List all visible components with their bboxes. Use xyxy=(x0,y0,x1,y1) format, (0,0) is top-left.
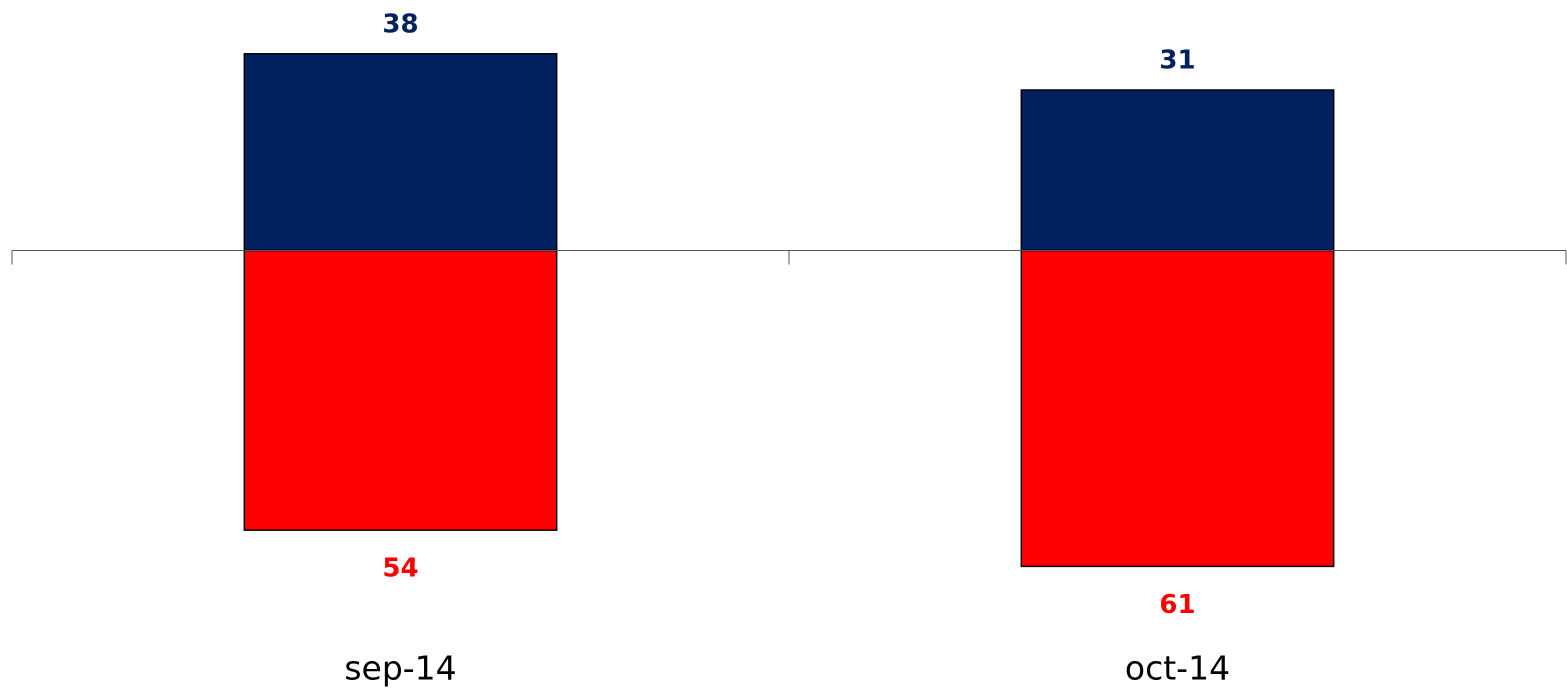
value-label: 31 xyxy=(1159,46,1195,76)
value-label: 61 xyxy=(1159,590,1195,620)
bar xyxy=(243,53,558,252)
bar xyxy=(1020,249,1335,568)
x-tick-label: sep-14 xyxy=(344,649,456,688)
bar xyxy=(1020,89,1335,252)
x-tick-label: oct-14 xyxy=(1125,649,1230,688)
value-label: 38 xyxy=(382,9,418,39)
value-label: 54 xyxy=(382,554,418,584)
bar xyxy=(243,249,558,531)
